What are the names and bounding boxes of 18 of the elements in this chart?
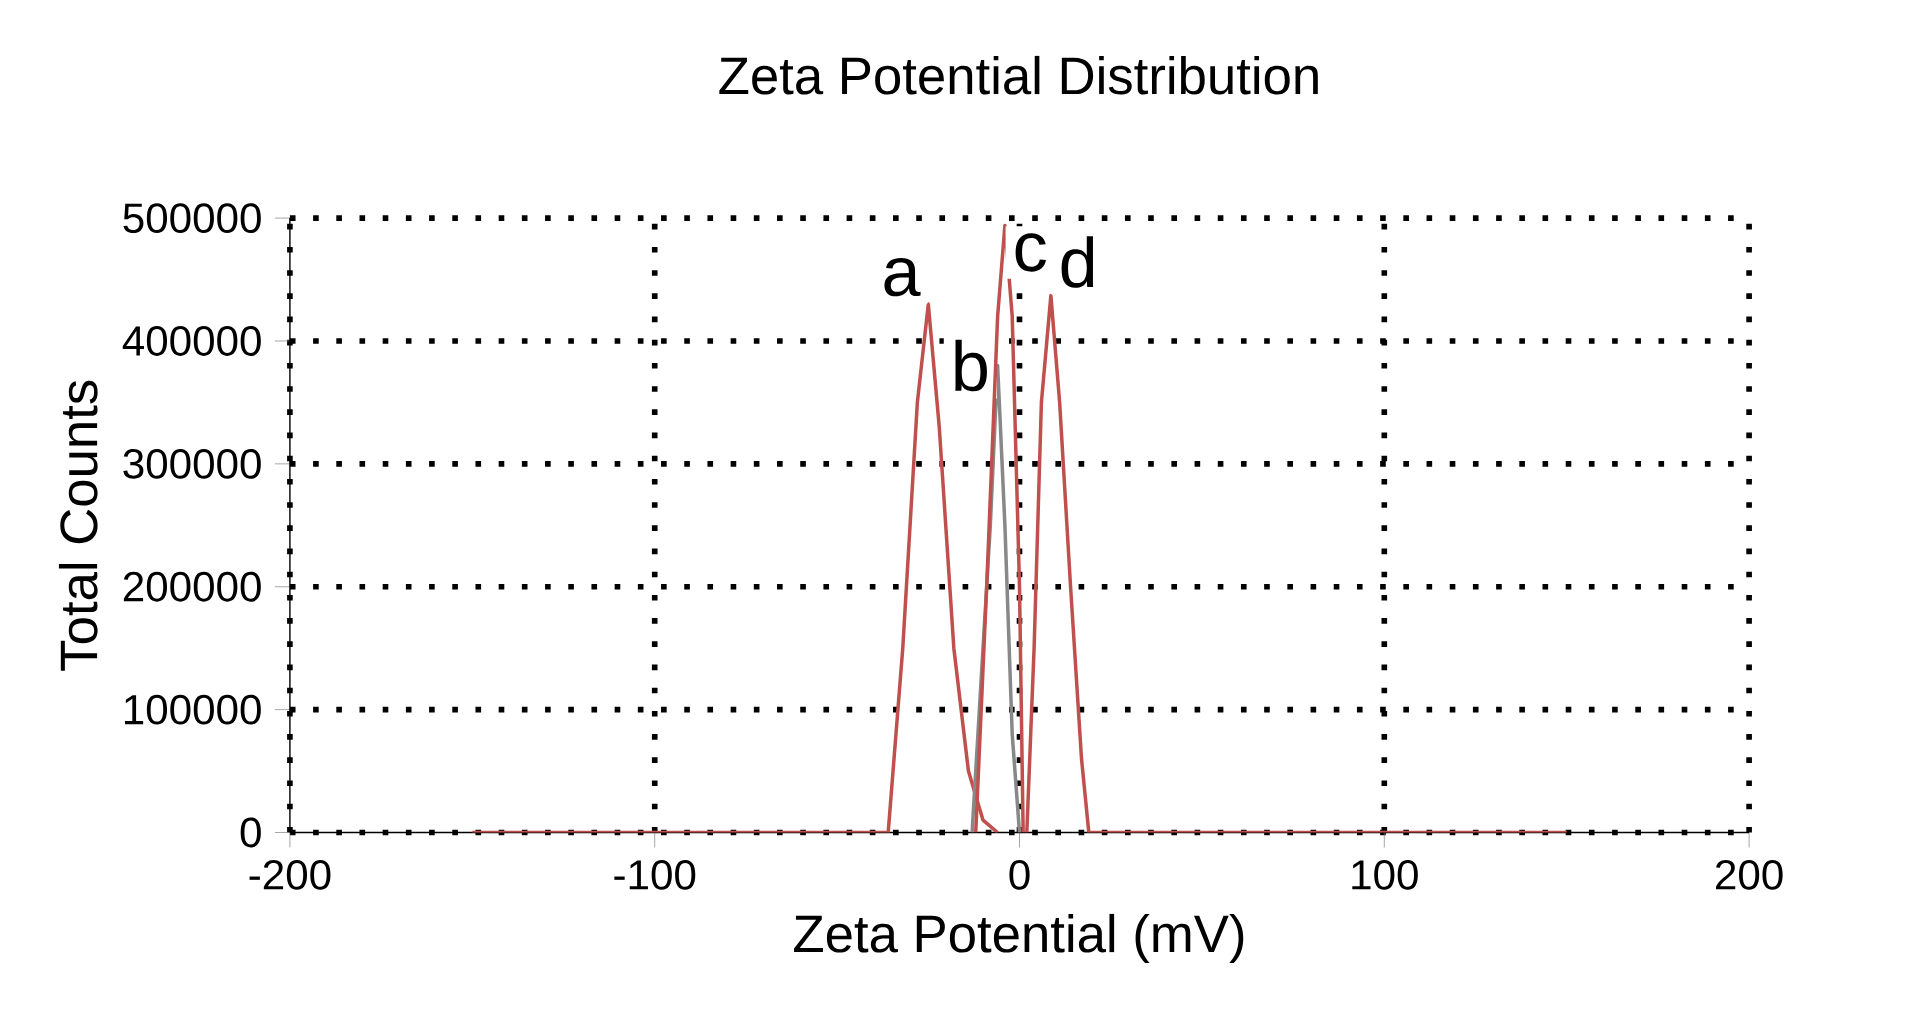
x-tick-label: -100: [614, 859, 696, 890]
x-tick-label: 200: [1716, 859, 1783, 890]
y-tick-label: 100000: [124, 694, 261, 725]
y-tick-label: 300000: [123, 448, 261, 479]
y-tick-label: 0: [240, 817, 261, 848]
x-tick-label: 100: [1352, 859, 1418, 890]
y-tick-label: 400000: [122, 326, 261, 356]
series-label: c: [1015, 233, 1046, 272]
x-tick-label: -200: [249, 859, 331, 890]
y-tick-label: 500000: [123, 203, 261, 234]
y-tick-label: 200000: [123, 571, 261, 602]
series-label: d: [1061, 236, 1094, 288]
series-label: b: [955, 339, 987, 392]
series-label: a: [884, 257, 921, 297]
x-axis-title: Zeta Potential (mV): [794, 913, 1244, 964]
y-axis-title: Total Counts: [58, 380, 98, 671]
chart-title: Zeta Potential Distribution: [719, 55, 1318, 95]
x-tick-label: 0: [1009, 859, 1030, 890]
